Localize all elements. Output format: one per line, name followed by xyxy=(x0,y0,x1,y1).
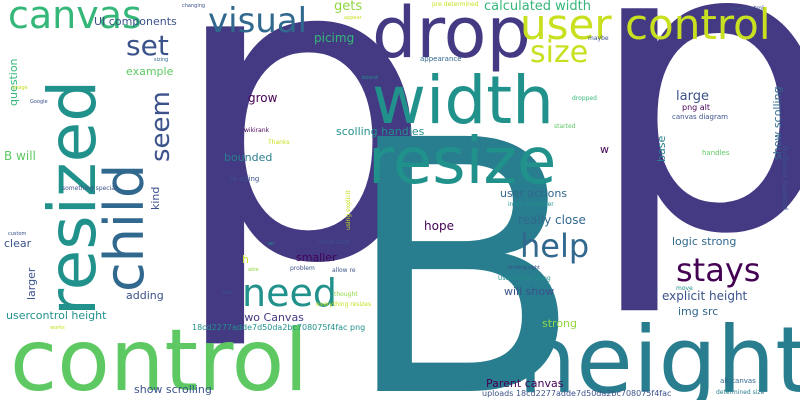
word: B will xyxy=(4,149,36,163)
word: re sizing xyxy=(230,175,260,183)
word: something special xyxy=(62,185,117,192)
word: gets xyxy=(334,0,363,14)
word: set xyxy=(126,29,169,62)
word: base xyxy=(655,135,668,162)
word: able xyxy=(248,267,259,273)
word: larger xyxy=(25,267,38,300)
word: image xyxy=(12,85,28,91)
word: usercontrol height xyxy=(6,309,107,322)
word: UserControl thing xyxy=(498,275,551,282)
word: Google xyxy=(30,99,48,105)
word: seem xyxy=(146,91,176,162)
word: bound xyxy=(362,75,378,81)
word: appearance xyxy=(420,55,462,63)
word: kind xyxy=(149,186,162,210)
word: works xyxy=(50,325,65,331)
word: hope xyxy=(424,219,454,233)
word: thought xyxy=(334,291,358,298)
word: stays xyxy=(676,251,761,289)
word: changing xyxy=(182,3,206,9)
word: strong xyxy=(542,317,578,330)
word: user control xyxy=(520,0,771,49)
word: canvas xyxy=(8,0,142,37)
word: visual xyxy=(208,1,308,41)
word: drop xyxy=(372,0,531,74)
word: alt canvas xyxy=(720,377,756,385)
word: inner container xyxy=(508,201,554,208)
word: custom xyxy=(8,231,27,237)
word: appear xyxy=(344,15,362,21)
word: problem xyxy=(290,265,315,272)
word: large xyxy=(676,89,709,104)
word: binding right xyxy=(508,265,540,271)
word: w xyxy=(600,143,609,156)
word: Parent canvas xyxy=(486,377,564,390)
word: adding xyxy=(126,289,164,302)
word: really close xyxy=(518,213,586,227)
word: need xyxy=(242,271,337,315)
word: h xyxy=(242,253,249,266)
word: control xyxy=(10,311,309,400)
word: show scrolling xyxy=(134,383,212,396)
word: determined size xyxy=(716,389,765,396)
word: grow xyxy=(248,91,278,105)
word: picimg xyxy=(314,31,355,45)
word: scolling handles xyxy=(336,125,425,138)
word: question xyxy=(7,58,20,106)
word: handles xyxy=(702,149,730,157)
word: explicit height xyxy=(662,289,748,303)
word: usercontrol xyxy=(730,5,764,12)
word: two Canvas xyxy=(240,311,304,324)
word: wikirank xyxy=(244,127,270,134)
word: B xyxy=(343,66,584,400)
word: child xyxy=(93,163,156,292)
word: UI components xyxy=(94,15,177,28)
word: width xyxy=(372,62,554,139)
word: pre determined xyxy=(432,1,479,8)
word: example xyxy=(126,65,174,78)
word: allow re xyxy=(332,267,356,274)
word: p xyxy=(168,0,435,356)
word: clear xyxy=(4,237,32,250)
word: smaller xyxy=(296,251,337,264)
word: img src xyxy=(678,305,719,318)
word: everything resizes xyxy=(316,301,372,308)
word: maybe xyxy=(588,35,609,42)
word: move xyxy=(676,285,693,292)
word: logic strong xyxy=(672,235,737,248)
word: png alt xyxy=(682,103,711,112)
word: will show xyxy=(504,285,555,298)
word: property changing xyxy=(781,145,789,210)
word: size xyxy=(530,35,589,70)
word: calculated width xyxy=(484,0,592,14)
word: help xyxy=(520,227,590,265)
word: canvas diagram xyxy=(672,113,728,121)
word: dropped xyxy=(572,95,597,102)
word: 18cd2277adde7d50da2bc708075f4fac png xyxy=(192,323,366,332)
word: Thanks xyxy=(268,139,290,146)
word: resize xyxy=(368,125,557,199)
word: an xyxy=(268,241,275,247)
word: started xyxy=(554,123,576,130)
word: see xyxy=(222,289,233,296)
word: using explicit xyxy=(345,190,352,230)
word: uploads 18cd2277adde7d50da2bc708075f4fac xyxy=(482,389,672,398)
word: bounded xyxy=(224,151,273,164)
word: leave start xyxy=(318,239,351,246)
word: height xyxy=(518,307,800,400)
word: sizing xyxy=(154,57,169,63)
word: p xyxy=(585,0,800,322)
word: user actions xyxy=(500,187,568,200)
